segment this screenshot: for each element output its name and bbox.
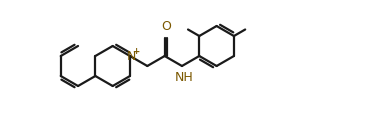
Text: NH: NH [174,71,193,84]
Text: O: O [161,20,171,33]
Text: N: N [126,50,136,62]
Text: +: + [132,47,140,56]
